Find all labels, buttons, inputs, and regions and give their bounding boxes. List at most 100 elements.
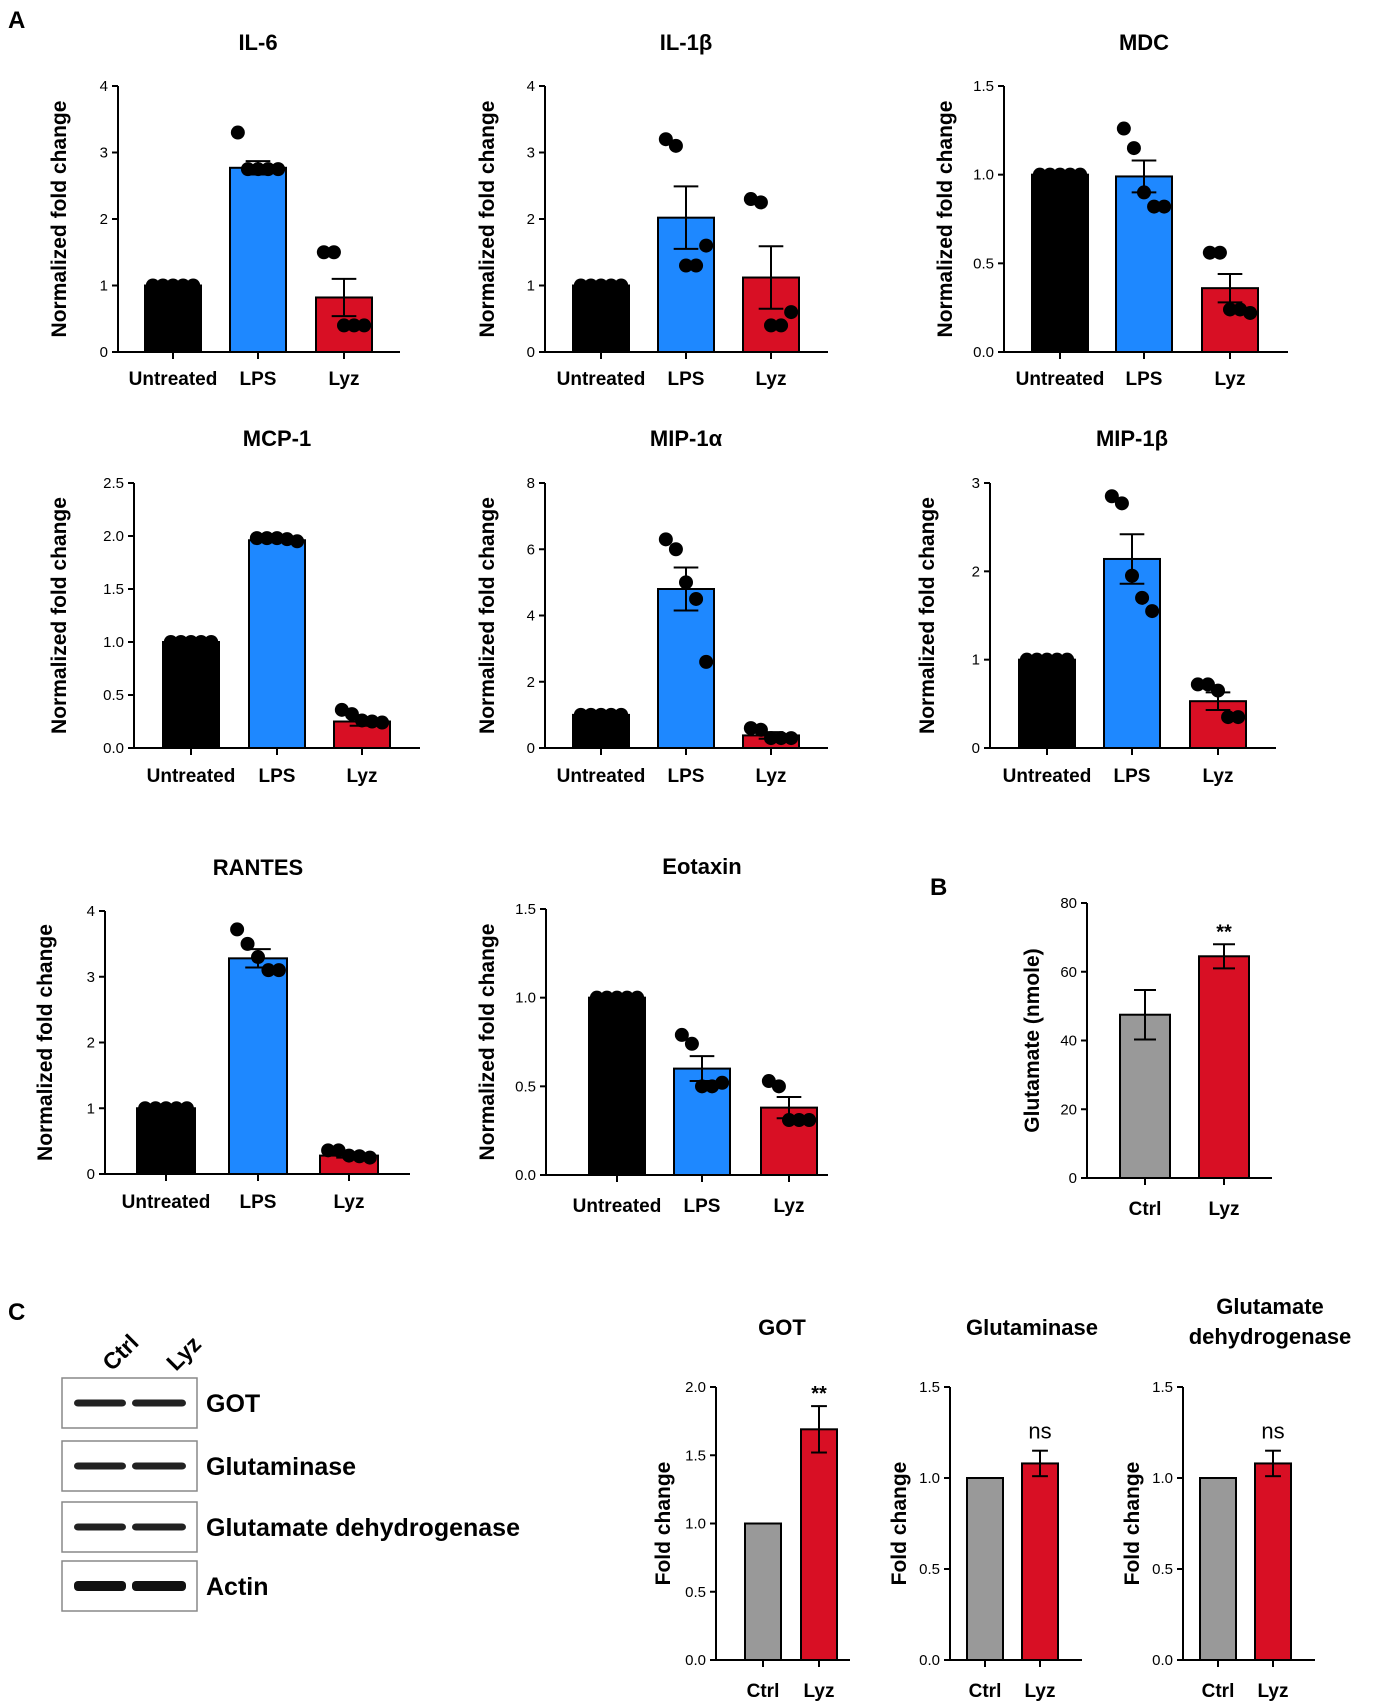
bar-lyz: [1198, 955, 1250, 1179]
blot-band-lyz: [132, 1581, 186, 1591]
chart-title-line: dehydrogenase: [1189, 1324, 1352, 1349]
bar-ctrl: [744, 1522, 782, 1661]
chart-title-line: Glutamate: [1216, 1294, 1324, 1319]
chart-glutamate-nmole: Glutamate (nmole) 0 20 40 60 80 Ctrl Lyz **: [1021, 895, 1272, 1220]
data-point-untreated: [1042, 167, 1057, 182]
y-tick-label: 1.5: [973, 78, 994, 95]
data-point-untreated: [583, 278, 598, 293]
data-point-lps: [230, 922, 245, 937]
y-tick-label: 0: [527, 740, 535, 757]
y-tick-label: 0.5: [685, 1584, 706, 1601]
y-tick-label: 0.0: [1152, 1652, 1173, 1669]
blot-band-lyz: [132, 1462, 186, 1470]
data-point-lyz: [753, 722, 768, 737]
y-tick-label: 1.0: [103, 634, 124, 651]
data-point-untreated: [599, 990, 614, 1005]
x-tick-label-lps: LPS: [668, 766, 705, 787]
y-tick-label: 1.5: [919, 1379, 940, 1396]
y-tick-label: 0: [527, 344, 535, 361]
data-point-untreated: [1040, 652, 1054, 667]
data-point-lyz: [355, 713, 369, 728]
x-tick-label-untreated: Untreated: [122, 1192, 211, 1213]
bar-lps: [229, 166, 287, 353]
data-point-lyz: [331, 1143, 346, 1158]
x-tick-label-untreated: Untreated: [557, 369, 646, 390]
data-point-lps: [271, 162, 286, 177]
data-point-untreated: [145, 278, 160, 293]
bar-ctrl: [1199, 1477, 1237, 1661]
blot-band-lyz: [132, 1523, 186, 1531]
y-axis-label-il-1: Normalized fold change: [476, 101, 499, 338]
y-tick-label: 40: [1060, 1033, 1077, 1050]
data-point-lyz: [771, 1079, 786, 1094]
chart-il-1: IL-1β Normalized fold change 0 1 2 3 4 Untreate…: [476, 30, 828, 390]
data-point-untreated: [610, 990, 624, 1005]
x-tick-label-lyz: Lyz: [1209, 1199, 1240, 1220]
data-point-lps: [684, 1036, 699, 1051]
bar-lps: [228, 957, 288, 1176]
significance-label: **: [1216, 921, 1232, 943]
x-tick-label-untreated: Untreated: [573, 1196, 662, 1217]
chart-mcp-1: MCP-1 Normalized fold change 0.0 0.5 1.0 1.5 2…: [48, 426, 420, 787]
x-tick-label-ctrl: Ctrl: [969, 1681, 1002, 1702]
data-point-lyz: [1221, 710, 1236, 725]
y-tick-label: 4: [87, 903, 95, 920]
data-point-lps: [1114, 496, 1129, 511]
y-tick-label: 0.0: [973, 344, 994, 361]
data-point-lyz: [1243, 305, 1258, 320]
data-point-untreated: [614, 278, 629, 293]
x-tick-label-lyz: Lyz: [334, 1192, 365, 1213]
y-tick-label: 1.0: [1152, 1470, 1173, 1487]
data-point-untreated: [166, 278, 180, 293]
chart-mdc: MDC Normalized fold change 0.0 0.5 1.0 1.5 Unt…: [934, 30, 1288, 390]
data-point-lps: [679, 258, 693, 273]
data-point-lps: [679, 575, 693, 590]
blot-lane-label-lyz: Lyz: [161, 1331, 206, 1376]
data-point-untreated: [594, 707, 608, 722]
data-point-untreated: [148, 1101, 163, 1116]
chart-mip-1: MIP-1α Normalized fold change 0 2 4 6 8 Untreat…: [476, 426, 828, 787]
data-point-untreated: [138, 1101, 153, 1116]
y-tick-label: 60: [1060, 964, 1077, 981]
blot-band-ctrl: [74, 1462, 126, 1470]
data-point-lps: [240, 162, 255, 177]
y-tick-label: 0: [972, 740, 980, 757]
data-point-lyz: [774, 731, 789, 746]
x-tick-label-lps: LPS: [240, 1192, 277, 1213]
blot-protein-label-actin: Actin: [206, 1573, 269, 1601]
bar-untreated: [136, 1107, 196, 1175]
data-point-lyz: [764, 318, 778, 333]
data-point-lps: [668, 542, 683, 557]
y-tick-label: 4: [527, 608, 535, 625]
data-point-lps: [1137, 185, 1151, 200]
y-tick-label: 0.5: [1152, 1561, 1173, 1578]
data-point-lps: [240, 936, 255, 951]
x-tick-label-lyz: Lyz: [1215, 369, 1246, 390]
chart-title-rantes: RANTES: [213, 855, 303, 880]
data-point-untreated: [204, 635, 219, 649]
y-axis-label-mcp-1: Normalized fold change: [48, 497, 71, 734]
y-tick-label: 1.5: [1152, 1379, 1173, 1396]
data-point-untreated: [583, 707, 598, 722]
y-tick-label: 0: [100, 344, 108, 361]
y-axis-label-mip-1: Normalized fold change: [476, 497, 499, 734]
bar-untreated: [162, 641, 220, 749]
data-point-untreated: [1060, 652, 1075, 667]
data-point-untreated: [573, 278, 588, 293]
chart-il-6: IL-6 Normalized fold change 0 1 2 3 4 Untreated…: [48, 30, 400, 390]
bar-ctrl: [966, 1477, 1004, 1661]
data-point-lps: [251, 950, 265, 965]
data-point-lyz: [357, 318, 372, 333]
y-tick-label: 1.5: [685, 1447, 706, 1464]
data-point-lps: [699, 238, 714, 253]
blot-band-ctrl: [74, 1523, 126, 1531]
data-point-untreated: [1063, 167, 1078, 182]
bar-untreated: [572, 284, 630, 353]
x-tick-label-untreated: Untreated: [557, 766, 646, 787]
data-point-lps: [251, 162, 265, 177]
data-point-lyz: [347, 318, 362, 333]
y-tick-label: 0.5: [919, 1561, 940, 1578]
data-point-lyz: [764, 731, 778, 746]
y-tick-label: 0: [87, 1166, 95, 1183]
